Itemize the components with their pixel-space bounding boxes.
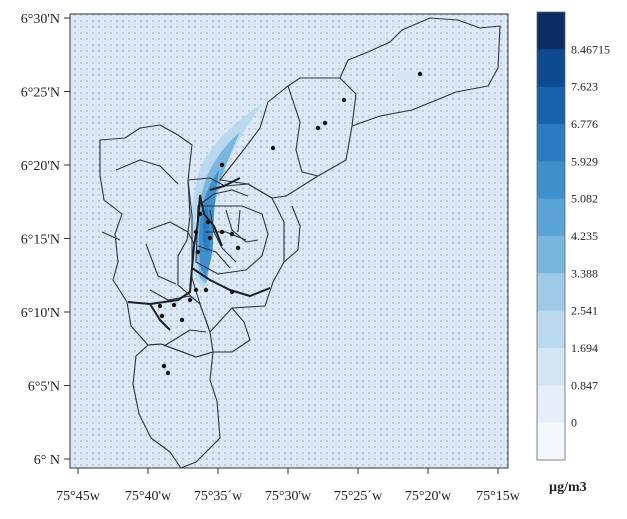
latitude-label: 6°30'N <box>21 12 60 27</box>
longitude-label: 75°15w <box>476 489 521 504</box>
colorbar-level-label: 2.541 <box>571 304 598 318</box>
monitoring-stations <box>157 71 423 376</box>
colorbar-swatch <box>537 161 565 200</box>
colorbar-swatch <box>537 422 565 461</box>
latitude-label: 6°20'N <box>21 159 60 174</box>
colorbar-swatch <box>537 12 565 50</box>
colorbar-swatch <box>537 236 565 274</box>
colorbar-level-label: 5.082 <box>571 192 598 206</box>
roads <box>127 177 271 331</box>
longitude-label: 75°25´w <box>334 489 383 504</box>
colorbar-swatch <box>537 385 565 424</box>
latitude-label: 6° N <box>34 453 60 468</box>
colorbar-swatch <box>537 49 565 88</box>
colorbar-level-label: 1.694 <box>571 341 598 355</box>
colorbar-level-label: 6.776 <box>571 117 598 131</box>
colorbar-level-label: 7.623 <box>571 80 598 94</box>
colorbar-level-label: 5.929 <box>571 154 598 168</box>
colorbar-level-label: 0.847 <box>571 378 598 392</box>
longitude-label: 75°20'w <box>405 489 452 504</box>
latitude-label: 6°10'N <box>21 306 60 321</box>
longitude-label: 75°45w <box>56 489 101 504</box>
colorbar-swatch <box>537 124 565 162</box>
colorbar-swatch <box>537 86 565 125</box>
latitude-label: 6°25'N <box>21 86 60 101</box>
latitude-label: 6°15'N <box>21 233 60 248</box>
longitude-label: 75°30'w <box>265 489 312 504</box>
colorbar-level-label: 8.46715 <box>571 42 610 56</box>
colorbar: 8.46715 7.623 6.776 5.929 5.082 4.235 3.388 2.5… <box>536 11 610 461</box>
latitude-axis: 6°30'N 6°25'N 6°20'N 6°15'N 6°10'N 6°5'N 6° N <box>21 12 70 468</box>
latitude-label: 6°5'N <box>28 380 60 395</box>
colorbar-level-label: 4.235 <box>571 229 598 243</box>
colorbar-level-label: 3.388 <box>571 266 598 280</box>
colorbar-swatch <box>537 348 565 386</box>
colorbar-swatch <box>537 273 565 312</box>
colorbar-unit: µg/m3 <box>549 480 587 495</box>
colorbar-swatch <box>537 198 565 237</box>
longitude-label: 75°35´w <box>194 489 243 504</box>
longitude-axis: 75°45w 75°40'w 75°35´w 75°30'w 75°25´w 75°20'… <box>56 468 521 504</box>
longitude-label: 75°40'w <box>125 489 172 504</box>
colorbar-level-label: 0 <box>571 416 577 430</box>
colorbar-swatch <box>537 310 565 349</box>
